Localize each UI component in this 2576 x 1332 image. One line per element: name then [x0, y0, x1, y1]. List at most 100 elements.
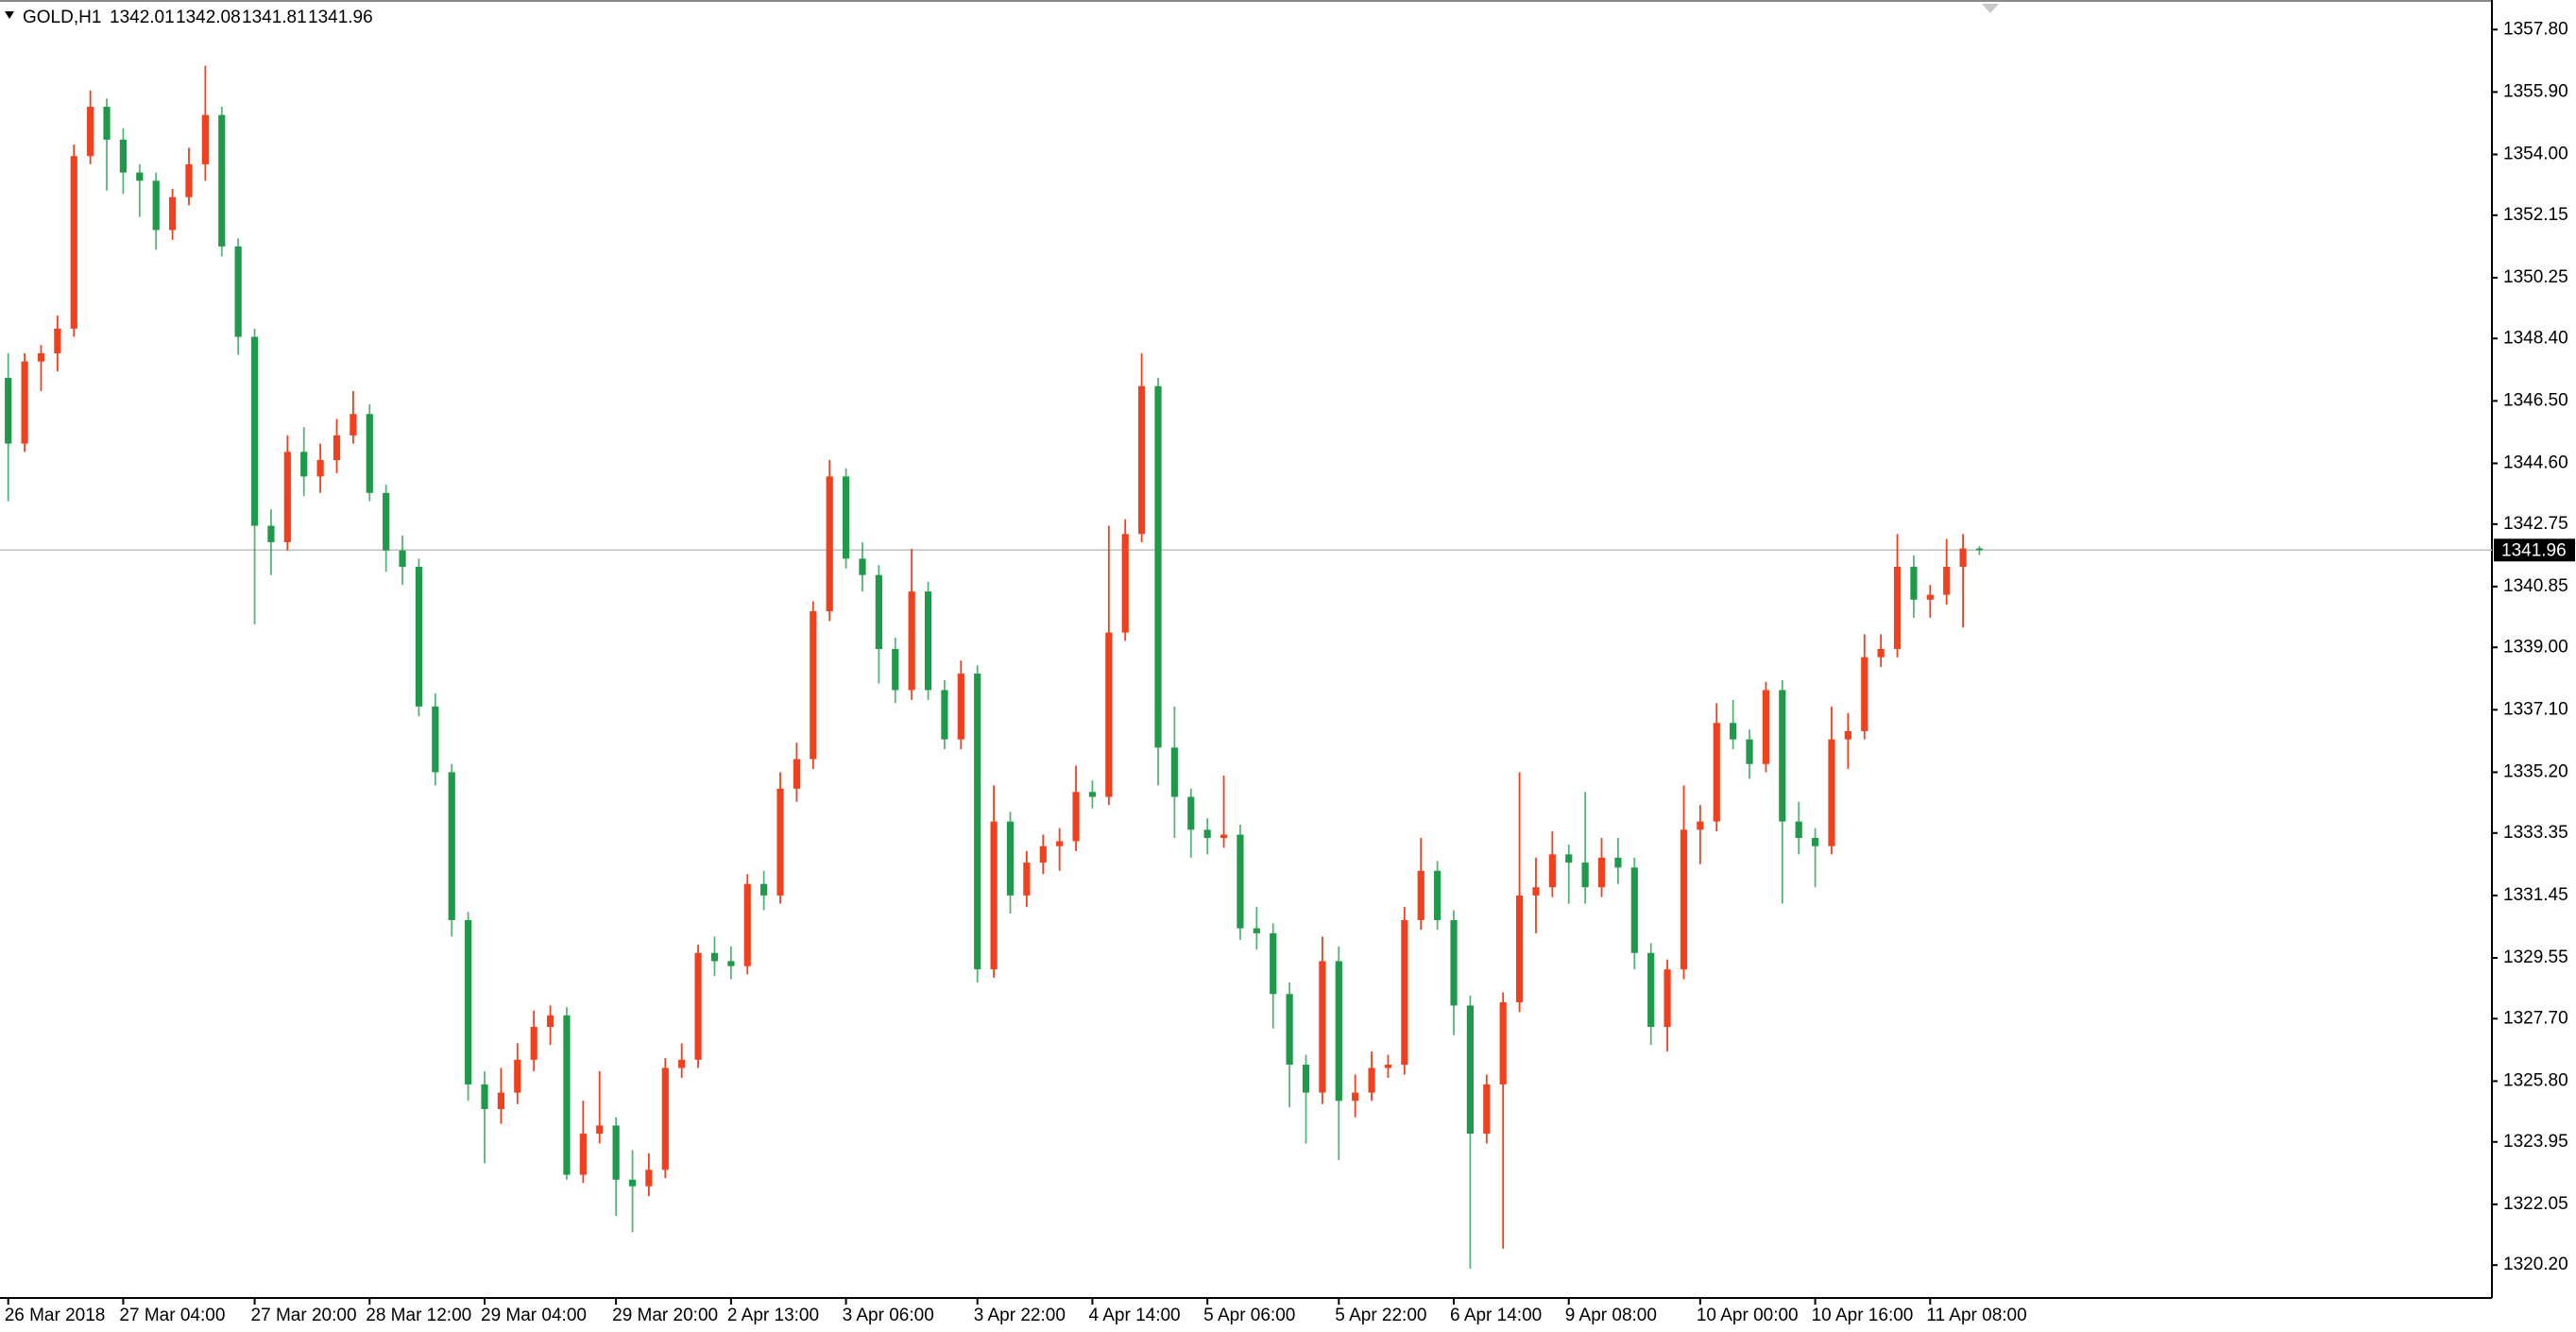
candle-body	[1335, 961, 1342, 1101]
y-tick-label: 1323.95	[2503, 1132, 2568, 1152]
y-tick-label: 1344.60	[2503, 453, 2568, 472]
candle-body	[1203, 829, 1211, 839]
candle-body	[1220, 834, 1228, 839]
candle-body	[1844, 730, 1851, 740]
candle-body	[546, 1015, 554, 1028]
candle-body	[1170, 747, 1178, 797]
candle-body	[465, 919, 472, 1084]
candle-body	[1302, 1065, 1310, 1093]
candle-body	[185, 163, 193, 197]
candle-body	[1910, 567, 1918, 600]
candle-body	[234, 246, 242, 337]
candle-body	[793, 759, 801, 789]
y-tick-label: 1333.35	[2503, 823, 2568, 843]
candle-body	[1384, 1065, 1392, 1068]
candle-body	[514, 1059, 521, 1093]
candle-body	[1795, 821, 1802, 839]
candle-body	[1762, 690, 1770, 764]
x-tick-label: 11 Apr 08:00	[1926, 1306, 2026, 1325]
candle-body	[1138, 385, 1146, 535]
candle-body	[1072, 792, 1080, 842]
candle-body	[990, 821, 998, 970]
candle-body	[399, 550, 406, 568]
candle-body	[628, 1179, 637, 1187]
x-tick-label: 5 Apr 06:00	[1203, 1306, 1295, 1325]
candle-body	[1680, 829, 1688, 970]
candle-body	[316, 459, 324, 477]
candle-body	[908, 591, 915, 691]
candle-body	[1746, 739, 1753, 764]
menu-arrow	[5, 11, 14, 19]
candle-body	[37, 352, 45, 362]
candle-body	[267, 525, 275, 542]
candle-body	[596, 1125, 604, 1135]
y-tick-label: 1335.20	[2503, 761, 2568, 781]
x-tick-label: 5 Apr 22:00	[1335, 1306, 1426, 1325]
x-tick-label: 6 Apr 14:00	[1450, 1306, 1542, 1325]
candle-body	[497, 1092, 504, 1109]
candle-body	[103, 107, 111, 140]
x-tick-label: 3 Apr 22:00	[974, 1306, 1066, 1325]
y-tick-label: 1357.80	[2503, 19, 2568, 39]
candle-body	[1647, 952, 1655, 1028]
y-tick-label: 1329.55	[2503, 948, 2568, 967]
candle-body	[1713, 723, 1720, 822]
candle-body	[1154, 385, 1162, 748]
y-tick-label: 1337.10	[2503, 699, 2568, 719]
candle-body	[1417, 870, 1424, 920]
candle-body	[1286, 994, 1293, 1066]
y-tick-label: 1350.25	[2503, 267, 2568, 287]
candle-body	[974, 674, 981, 970]
candle-body	[250, 336, 259, 526]
candle-body	[54, 328, 61, 353]
candle-body	[727, 961, 735, 966]
shift-marker	[1982, 4, 1999, 13]
last-close: 1341.96	[308, 8, 373, 27]
y-tick-label: 1355.90	[2503, 81, 2568, 101]
chart-title: GOLD,H1	[23, 8, 101, 27]
candle-body	[1959, 548, 1967, 568]
candle-body	[1253, 928, 1260, 933]
candle-body	[957, 674, 964, 740]
candle-body	[1861, 657, 1868, 731]
candle-body	[694, 952, 702, 1060]
candle-body	[1630, 867, 1638, 953]
candle-body	[432, 706, 439, 773]
candle-body	[1121, 534, 1129, 633]
candle-body	[1975, 548, 1984, 551]
x-tick-label: 27 Mar 04:00	[119, 1306, 225, 1325]
y-tick-label: 1327.70	[2503, 1008, 2568, 1028]
candle-body	[1056, 841, 1064, 846]
candle-body	[1450, 919, 1458, 1006]
candle-body	[859, 558, 866, 575]
candle-body	[1548, 854, 1556, 888]
candle-body	[300, 452, 308, 477]
candle-body	[924, 591, 932, 691]
candle-body	[1352, 1092, 1359, 1101]
y-tick-label: 1342.75	[2503, 514, 2568, 534]
candle-body	[1499, 1001, 1507, 1084]
x-tick-label: 29 Mar 04:00	[481, 1306, 587, 1325]
candle-body	[481, 1084, 488, 1109]
candle-body	[776, 788, 784, 896]
candle-body	[1697, 821, 1704, 830]
candle-body	[1237, 834, 1244, 929]
candle-body	[826, 476, 833, 611]
candle-body	[1877, 649, 1885, 657]
candle-body	[743, 883, 751, 966]
candle-body	[1663, 969, 1671, 1028]
x-tick-label: 28 Mar 12:00	[366, 1306, 471, 1325]
y-tick-label: 1320.20	[2503, 1255, 2568, 1274]
candle-body	[661, 1067, 669, 1170]
candle-body	[21, 361, 28, 444]
x-tick-label: 3 Apr 06:00	[843, 1306, 934, 1325]
candle-body	[136, 172, 144, 181]
x-tick-label: 26 Mar 2018	[5, 1306, 106, 1325]
candle-body	[415, 567, 423, 707]
candle-body	[579, 1134, 587, 1175]
candle-body	[1515, 895, 1524, 1002]
x-tick-label: 10 Apr 16:00	[1812, 1306, 1914, 1325]
x-tick-label: 9 Apr 08:00	[1565, 1306, 1657, 1325]
